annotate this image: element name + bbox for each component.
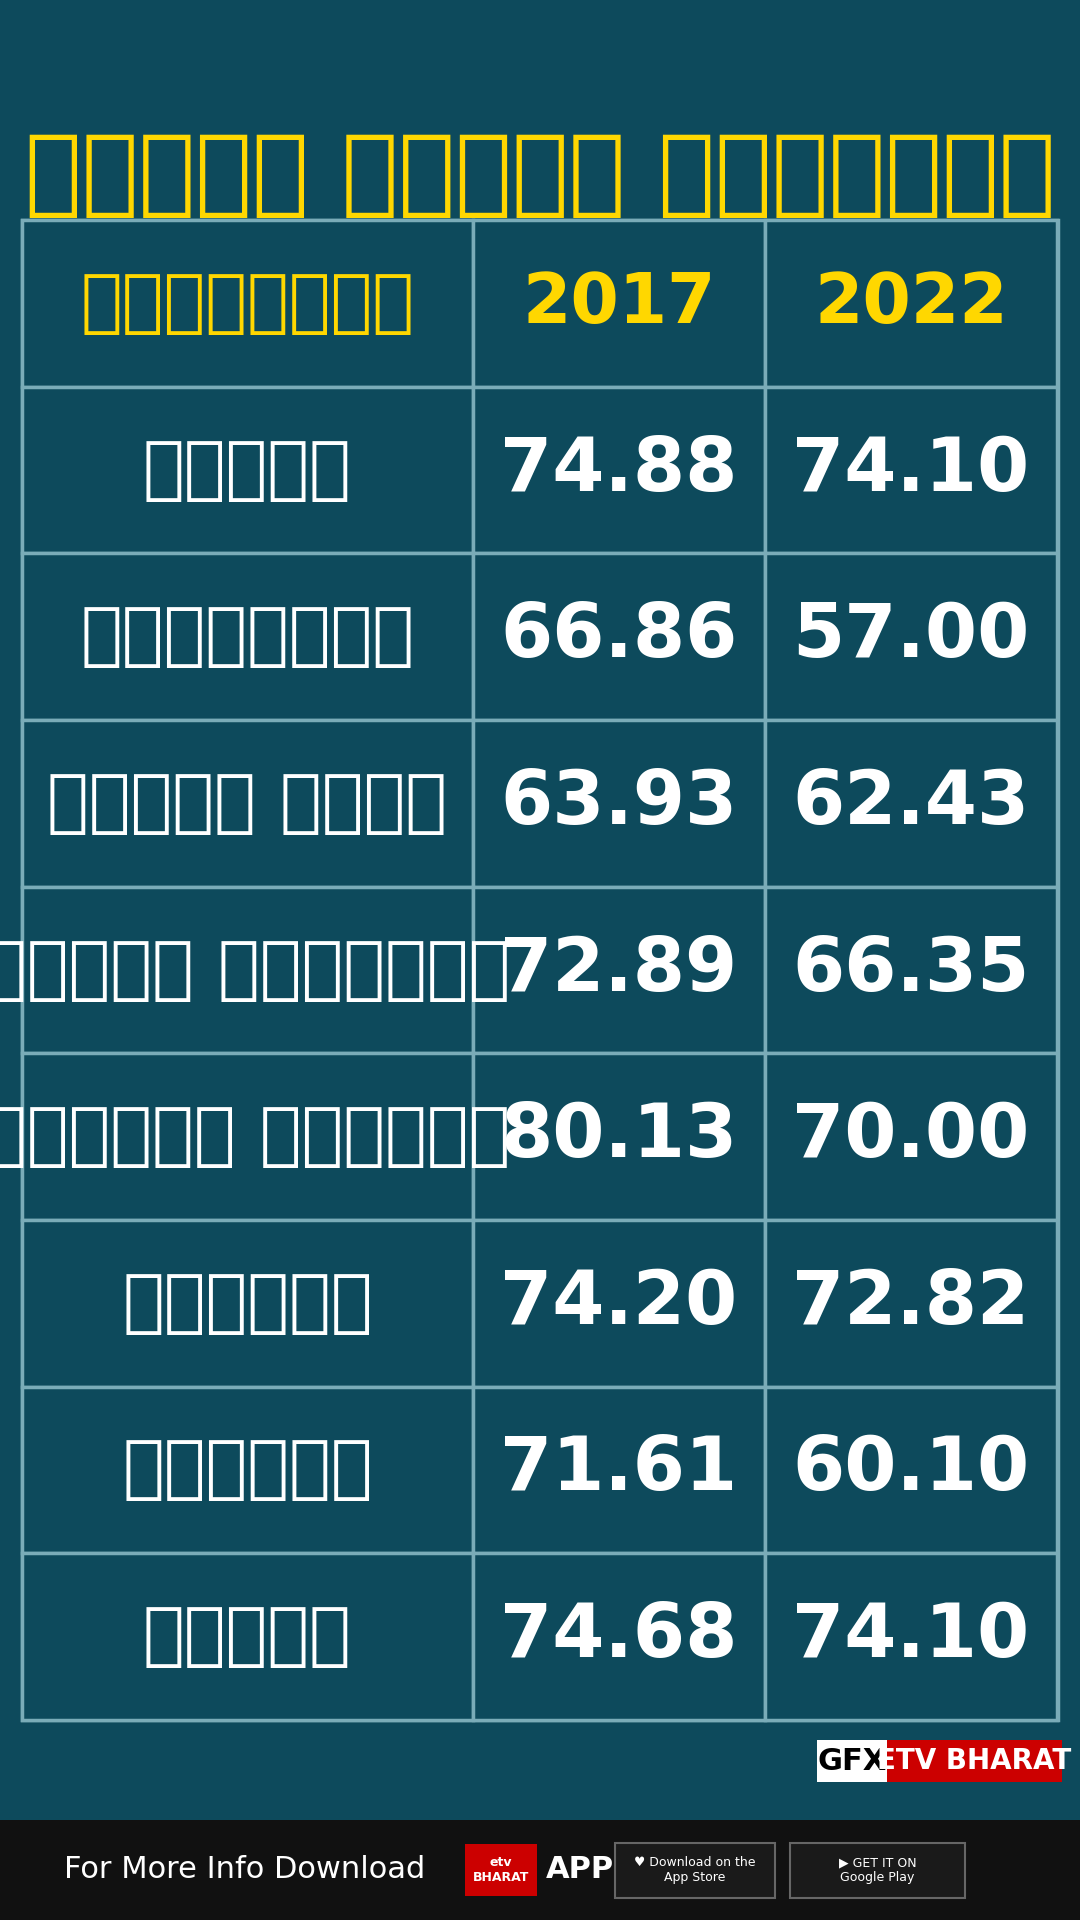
Bar <box>765 221 1057 386</box>
Bar <box>473 1054 765 1219</box>
Text: जुब्बल कोटखाई: जुब्बल कोटखाई <box>0 1104 510 1169</box>
Text: APP: APP <box>545 1855 615 1885</box>
Bar <box>22 221 1058 1720</box>
Text: शिमला ग्रामीण: शिमला ग्रामीण <box>0 937 510 1004</box>
Bar <box>473 1219 765 1386</box>
Text: 63.93: 63.93 <box>500 766 738 839</box>
Bar <box>22 1553 473 1720</box>
Text: 74.10: 74.10 <box>793 434 1029 507</box>
Text: 74.88: 74.88 <box>500 434 738 507</box>
Text: 70.00: 70.00 <box>793 1100 1029 1173</box>
Text: चौपाल: चौपाल <box>143 436 352 503</box>
Text: 60.10: 60.10 <box>793 1434 1029 1507</box>
Text: चौपाल: चौपाल <box>143 1603 352 1670</box>
Bar <box>765 1553 1057 1720</box>
Bar <box>765 1054 1057 1219</box>
Bar <box>789 1843 966 1897</box>
Bar <box>473 221 765 386</box>
Text: शिमला शहरी: शिमला शहरी <box>48 770 447 837</box>
Bar <box>887 1740 1062 1782</box>
Text: 71.61: 71.61 <box>500 1434 738 1507</box>
Text: रोहड़ू: रोहड़ू <box>122 1436 373 1503</box>
Bar <box>22 1386 473 1553</box>
Text: For More Info Download: For More Info Download <box>65 1855 426 1885</box>
Text: 2022: 2022 <box>814 271 1008 336</box>
Text: 66.35: 66.35 <box>793 933 1029 1006</box>
Bar <box>473 720 765 887</box>
Bar <box>473 887 765 1054</box>
Bar <box>465 1843 537 1897</box>
Text: 72.89: 72.89 <box>500 933 738 1006</box>
Text: etv
BHARAT: etv BHARAT <box>473 1857 529 1884</box>
Text: ♥ Download on the
App Store: ♥ Download on the App Store <box>634 1857 756 1884</box>
Bar <box>816 1740 887 1782</box>
Text: 62.43: 62.43 <box>793 766 1029 839</box>
Bar <box>473 1386 765 1553</box>
Text: 57.00: 57.00 <box>793 601 1029 674</box>
Bar <box>765 553 1057 720</box>
Text: कसुम्पटी: कसुम्पटी <box>80 603 415 670</box>
Bar <box>473 1553 765 1720</box>
Bar <box>22 1054 473 1219</box>
Text: 2017: 2017 <box>522 271 715 336</box>
Bar <box>765 386 1057 553</box>
Bar <box>765 1219 1057 1386</box>
Bar <box>615 1843 775 1897</box>
Bar <box>22 386 473 553</box>
Text: 72.82: 72.82 <box>793 1267 1029 1340</box>
Bar <box>473 386 765 553</box>
Text: 74.68: 74.68 <box>500 1599 738 1672</box>
Bar <box>22 553 473 720</box>
Bar <box>22 221 473 386</box>
Text: 66.86: 66.86 <box>500 601 738 674</box>
Bar <box>22 887 473 1054</box>
Bar <box>22 720 473 887</box>
Bar <box>22 1219 473 1386</box>
Text: विधानसभा: विधानसभा <box>80 271 415 336</box>
Bar <box>473 553 765 720</box>
Text: रामपुर: रामपुर <box>122 1269 373 1336</box>
Text: 74.10: 74.10 <box>793 1599 1029 1672</box>
Bar <box>765 1386 1057 1553</box>
Bar <box>765 887 1057 1054</box>
Text: ▶ GET IT ON
Google Play: ▶ GET IT ON Google Play <box>839 1857 916 1884</box>
Text: ETV BHARAT: ETV BHARAT <box>877 1747 1071 1774</box>
Bar <box>765 720 1057 887</box>
Text: 74.20: 74.20 <box>500 1267 738 1340</box>
Text: शिमला मतदान प्रतिशत: शिमला मतदान प्रतिशत <box>25 129 1055 221</box>
Text: 80.13: 80.13 <box>500 1100 738 1173</box>
Bar <box>0 1820 1080 1920</box>
Text: GFX: GFX <box>818 1747 887 1776</box>
